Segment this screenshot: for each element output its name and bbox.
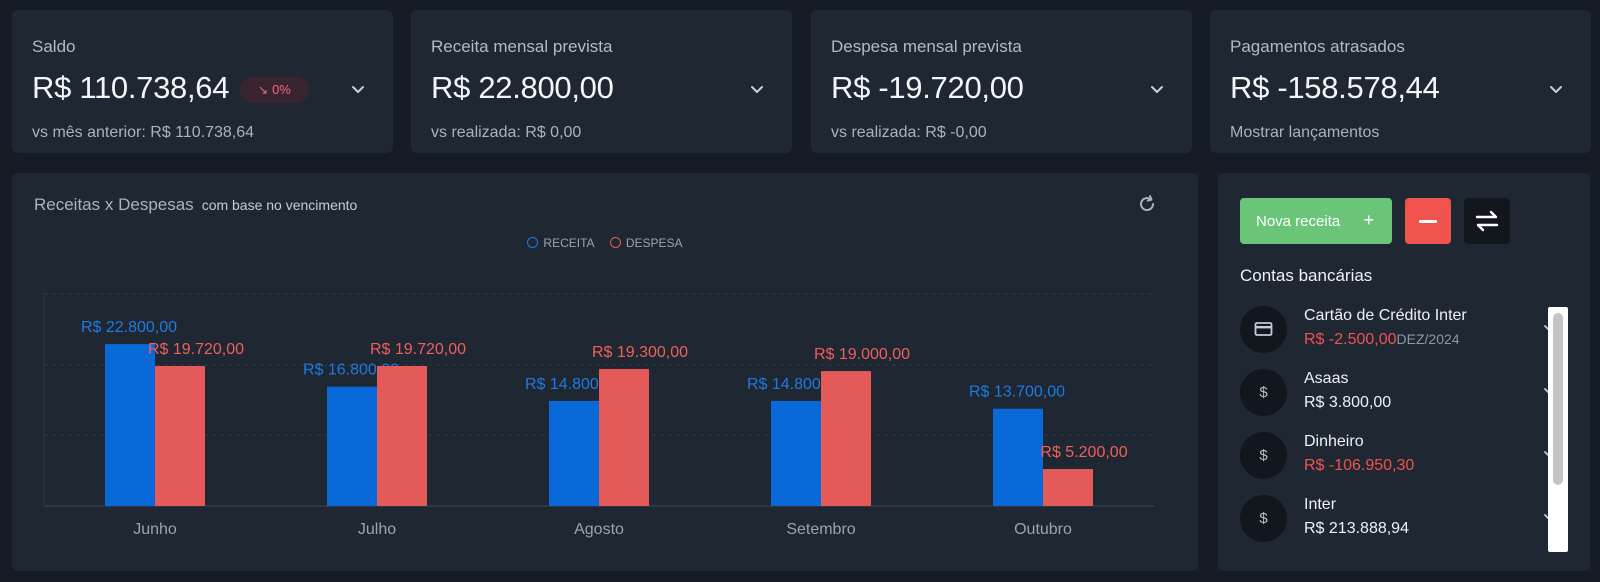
account-item[interactable]: $ Asaas R$ 3.800,00 bbox=[1240, 363, 1560, 427]
kpi-label: Pagamentos atrasados bbox=[1230, 37, 1405, 56]
account-item[interactable]: Cartão de Crédito Inter R$ -2.500,00DEZ/… bbox=[1240, 300, 1560, 364]
kpi-label: Receita mensal prevista bbox=[431, 37, 613, 56]
account-name: Asaas bbox=[1304, 370, 1349, 387]
legend-marker-despesa bbox=[609, 237, 621, 248]
legend-item-receita[interactable]: RECEITA bbox=[527, 236, 595, 250]
chart-legend: RECEITA DESPESA bbox=[12, 236, 1198, 250]
revenue-expense-chart: R$ 22.800,00 R$ 19.720,00 Junho R$ 16.800,0… bbox=[43, 293, 1154, 538]
bar-despesa bbox=[821, 371, 871, 506]
account-due-date: DEZ/2024 bbox=[1396, 331, 1460, 347]
kpi-subtext: vs mês anterior: R$ 110.738,64 bbox=[32, 124, 255, 141]
kpi-label: Saldo bbox=[32, 37, 76, 56]
new-expense-button[interactable] bbox=[1405, 198, 1451, 244]
trend-badge-text: 0% bbox=[272, 82, 291, 97]
data-label: R$ 19.000,00 bbox=[814, 346, 910, 363]
dollar-icon: $ bbox=[1240, 495, 1287, 542]
x-tick-label: Outubro bbox=[1014, 521, 1072, 538]
bank-accounts-title: Contas bancárias bbox=[1240, 266, 1373, 285]
trend-badge: ↘ 0% bbox=[240, 77, 309, 103]
kpi-value: R$ -158.578,44 bbox=[1230, 70, 1440, 105]
data-label: R$ 19.720,00 bbox=[370, 341, 466, 358]
data-label: R$ 14.800,00 bbox=[747, 376, 843, 393]
side-panel: Nova receita + Contas bancárias Cartão d… bbox=[1218, 173, 1590, 571]
refresh-icon[interactable] bbox=[1136, 193, 1158, 215]
account-name: Inter bbox=[1304, 496, 1337, 513]
plus-icon: + bbox=[1363, 210, 1374, 230]
chevron-down-icon[interactable] bbox=[748, 80, 766, 98]
dollar-icon: $ bbox=[1240, 369, 1287, 416]
bar-despesa bbox=[155, 365, 205, 506]
x-tick-label: Agosto bbox=[574, 521, 624, 538]
account-balance-value: R$ -2.500,00 bbox=[1304, 331, 1397, 348]
kpi-card-saldo: Saldo R$ 110.738,64 ↘ 0% vs mês anterior:… bbox=[12, 10, 393, 153]
bar-despesa bbox=[377, 365, 427, 506]
accounts-scrollbar[interactable] bbox=[1548, 307, 1568, 552]
x-tick-label: Julho bbox=[358, 521, 396, 538]
data-label: R$ 22.800,00 bbox=[81, 319, 177, 336]
bar-receita bbox=[993, 408, 1043, 506]
revenue-expense-chart-card: R$ 22.800,00 R$ 19.720,00 Junho R$ 16.800,0… bbox=[12, 173, 1198, 571]
kpi-value: R$ -19.720,00 bbox=[831, 70, 1024, 105]
bar-receita bbox=[327, 386, 377, 506]
account-balance: R$ -106.950,30 bbox=[1304, 457, 1415, 474]
kpi-value: R$ 110.738,64 bbox=[32, 70, 230, 105]
scrollbar-thumb[interactable] bbox=[1553, 313, 1563, 485]
transfer-button[interactable] bbox=[1464, 198, 1510, 244]
show-entries-link[interactable]: Mostrar lançamentos bbox=[1230, 124, 1380, 141]
chart-title-text: Receitas x Despesas bbox=[34, 195, 194, 214]
chevron-down-icon[interactable] bbox=[349, 80, 367, 98]
new-revenue-label: Nova receita bbox=[1256, 212, 1341, 230]
chevron-down-icon[interactable] bbox=[1148, 80, 1166, 98]
kpi-card-pagamentos-atrasados: Pagamentos atrasados R$ -158.578,44 Most… bbox=[1210, 10, 1591, 153]
credit-card-icon bbox=[1240, 306, 1287, 353]
account-item[interactable]: $ Inter R$ 213.888,94 bbox=[1240, 489, 1560, 545]
bank-accounts-list: Cartão de Crédito Inter R$ -2.500,00DEZ/… bbox=[1240, 300, 1560, 545]
legend-item-despesa[interactable]: DESPESA bbox=[609, 236, 683, 250]
x-tick-label: Junho bbox=[133, 521, 177, 538]
chart-title: Receitas x Despesas com base no venciment… bbox=[34, 195, 357, 215]
bar-despesa bbox=[599, 368, 649, 506]
bar-receita bbox=[549, 400, 599, 506]
data-label: R$ 13.700,00 bbox=[969, 384, 1065, 401]
data-label: R$ 19.300,00 bbox=[592, 344, 688, 361]
data-label: R$ 5.200,00 bbox=[1040, 444, 1127, 461]
data-label: R$ 19.720,00 bbox=[148, 341, 244, 358]
legend-label: DESPESA bbox=[625, 236, 683, 250]
account-name: Cartão de Crédito Inter bbox=[1304, 307, 1467, 324]
kpi-subtext: vs realizada: R$ -0,00 bbox=[831, 124, 987, 141]
chart-subtitle: com base no vencimento bbox=[201, 197, 358, 213]
trend-down-icon: ↘ bbox=[258, 83, 269, 97]
account-balance: R$ -2.500,00DEZ/2024 bbox=[1304, 331, 1460, 349]
kpi-value: R$ 22.800,00 bbox=[431, 70, 614, 105]
legend-marker-receita bbox=[527, 237, 539, 248]
kpi-subtext: vs realizada: R$ 0,00 bbox=[431, 124, 582, 141]
bar-receita bbox=[771, 400, 821, 506]
legend-label: RECEITA bbox=[543, 236, 595, 250]
bar-despesa bbox=[1043, 469, 1093, 506]
data-label: R$ 16.800,00 bbox=[303, 362, 399, 379]
minus-icon bbox=[1419, 220, 1437, 223]
account-name: Dinheiro bbox=[1304, 433, 1364, 450]
new-revenue-button[interactable]: Nova receita + bbox=[1240, 198, 1392, 244]
transfer-arrows-icon bbox=[1475, 210, 1499, 232]
account-balance: R$ 213.888,94 bbox=[1304, 520, 1409, 537]
chevron-down-icon[interactable] bbox=[1547, 80, 1565, 98]
data-label: R$ 14.800,00 bbox=[525, 376, 621, 393]
kpi-label: Despesa mensal prevista bbox=[831, 37, 1022, 56]
x-tick-label: Setembro bbox=[786, 521, 855, 538]
account-balance: R$ 3.800,00 bbox=[1304, 394, 1392, 411]
kpi-card-receita-prevista: Receita mensal prevista R$ 22.800,00 vs … bbox=[411, 10, 792, 153]
dollar-icon: $ bbox=[1240, 432, 1287, 479]
bar-receita bbox=[105, 344, 155, 506]
kpi-card-despesa-prevista: Despesa mensal prevista R$ -19.720,00 vs… bbox=[811, 10, 1192, 153]
account-item[interactable]: $ Dinheiro R$ -106.950,30 bbox=[1240, 426, 1560, 490]
